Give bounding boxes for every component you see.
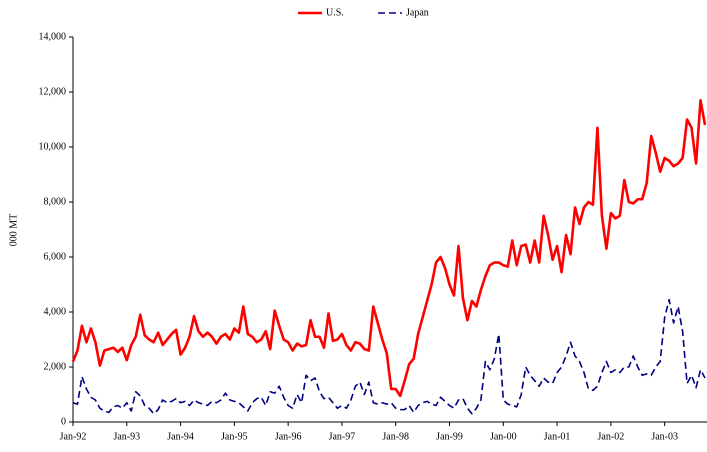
x-tick-label: Jan-99	[436, 431, 463, 442]
y-tick-label: 12,000	[39, 86, 67, 97]
x-tick-label: Jan-98	[382, 431, 409, 442]
x-tick-label: Jan-92	[60, 431, 87, 442]
x-tick-label: Jan-94	[167, 431, 194, 442]
line-series	[71, 98, 707, 398]
legend-label: U.S.	[326, 7, 344, 18]
x-tick-label: Jan-96	[275, 431, 302, 442]
x-tick-label: Jan-01	[544, 431, 571, 442]
y-tick-label: 8,000	[44, 196, 67, 207]
y-tick-label: 6,000	[44, 251, 67, 262]
y-tick-label: 4,000	[44, 306, 67, 317]
x-tick-label: Jan-03	[651, 431, 678, 442]
x-tick-label: Jan-95	[221, 431, 248, 442]
y-tick-label: 2,000	[44, 361, 67, 372]
x-tick-label: Jan-97	[329, 431, 356, 442]
y-tick-label: 0	[61, 416, 66, 427]
legend-label: Japan	[406, 7, 429, 18]
y-tick-label: 10,000	[39, 141, 67, 152]
line-series	[72, 298, 706, 415]
x-tick-label: Jan-93	[113, 431, 140, 442]
x-tick-label: Jan-00	[490, 431, 517, 442]
x-tick-label: Jan-02	[598, 431, 625, 442]
y-axis-label: 000 MT	[8, 214, 19, 247]
y-tick-label: 14,000	[39, 31, 67, 42]
